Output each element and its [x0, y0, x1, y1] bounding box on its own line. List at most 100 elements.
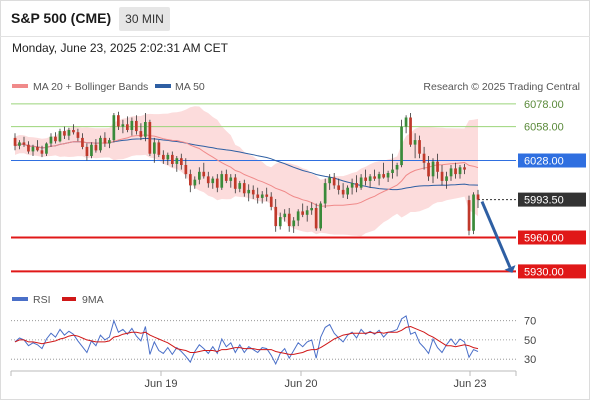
candle [274, 199, 278, 232]
candle-body [31, 146, 35, 152]
candle-body [364, 177, 367, 181]
candle-body [386, 173, 390, 178]
candle-body [359, 177, 363, 188]
candle-body [72, 130, 75, 133]
candle [386, 170, 390, 182]
candle [418, 135, 421, 159]
candle-body [427, 162, 430, 177]
rsi-tick-50: 50 [524, 335, 536, 347]
candle-body [112, 115, 116, 141]
candle-body [260, 194, 264, 198]
header-bar: S&P 500 (CME) 30 MIN [0, 0, 590, 36]
candle-body [355, 183, 358, 188]
level-label-6078-00: 6078.00 [524, 99, 564, 111]
candle-body [40, 150, 44, 154]
candle [368, 174, 372, 188]
candle-body [103, 137, 107, 144]
level-tag-5993-50 [518, 192, 586, 207]
candle [76, 128, 80, 142]
candle [112, 113, 116, 143]
level-label-6028-00: 6028.00 [524, 156, 564, 168]
candle-body [314, 208, 318, 229]
candle [211, 176, 215, 189]
candle [395, 162, 399, 177]
instrument-title: S&P 500 (CME) [11, 10, 112, 26]
candle-body [242, 183, 246, 194]
candle [135, 115, 138, 135]
candle [22, 136, 26, 147]
time-axis-label: Jun 23 [453, 378, 486, 390]
candle-body [63, 131, 66, 136]
candle-body [229, 177, 233, 181]
candle [445, 171, 448, 189]
candle [341, 183, 345, 198]
candle [40, 145, 44, 158]
candle-body [94, 144, 98, 151]
candle-body [445, 176, 448, 181]
candle [440, 165, 444, 186]
candle-body [238, 183, 242, 189]
candle-body [157, 142, 161, 155]
candle-body [310, 208, 313, 211]
time-axis-label: Jun 20 [284, 378, 317, 390]
candle [472, 192, 475, 235]
rsi-tick-30: 30 [524, 354, 536, 366]
candle-body [265, 194, 269, 197]
candle [189, 169, 192, 193]
candle-body [278, 217, 282, 227]
price-levels [11, 103, 516, 273]
candle [238, 180, 242, 193]
candle [94, 139, 98, 153]
candle [180, 153, 183, 170]
candle [121, 119, 125, 134]
candle [130, 117, 134, 136]
candle [458, 165, 462, 179]
candle [301, 203, 304, 218]
candle-body [139, 131, 143, 137]
ma20-line [14, 134, 479, 207]
rsi-panel: 70 50 30 [11, 315, 536, 366]
candle-body [45, 143, 48, 154]
candle [224, 169, 228, 184]
ma9-legend-swatch [62, 297, 76, 301]
candle-body [476, 194, 480, 200]
candle [54, 132, 57, 144]
time-axis-label: Jun 19 [144, 378, 177, 390]
candle [319, 201, 322, 231]
research-credit: Research © 2025 Trading Central [423, 81, 580, 93]
candle [148, 119, 152, 156]
candle [72, 124, 75, 135]
candle [328, 174, 331, 190]
rsi-tick-70: 70 [524, 316, 536, 328]
candle-body [36, 146, 39, 151]
timeframe-button[interactable]: 30 MIN [119, 7, 170, 31]
candle-body [108, 140, 111, 144]
candle [251, 185, 255, 199]
candle-body [215, 178, 219, 188]
candle [45, 142, 48, 156]
candle [117, 111, 120, 130]
candle-body [130, 120, 134, 130]
candle [422, 146, 426, 170]
candle-body [198, 171, 201, 180]
candle-body [373, 176, 376, 179]
candle [382, 162, 385, 179]
candle [346, 185, 349, 199]
level-tag-5960-00 [518, 230, 586, 245]
candle [108, 137, 111, 149]
candle [454, 162, 457, 179]
candle [391, 153, 394, 179]
candle [467, 195, 471, 236]
candle [247, 184, 251, 202]
candle [413, 133, 417, 159]
candle-body [454, 168, 457, 175]
candle [337, 178, 340, 195]
candle-body [144, 122, 147, 137]
candle-body [341, 189, 345, 195]
candle-body [85, 146, 89, 156]
candle-body [189, 174, 192, 186]
candle [31, 144, 35, 156]
candle-body [148, 122, 152, 154]
candle [103, 132, 107, 147]
